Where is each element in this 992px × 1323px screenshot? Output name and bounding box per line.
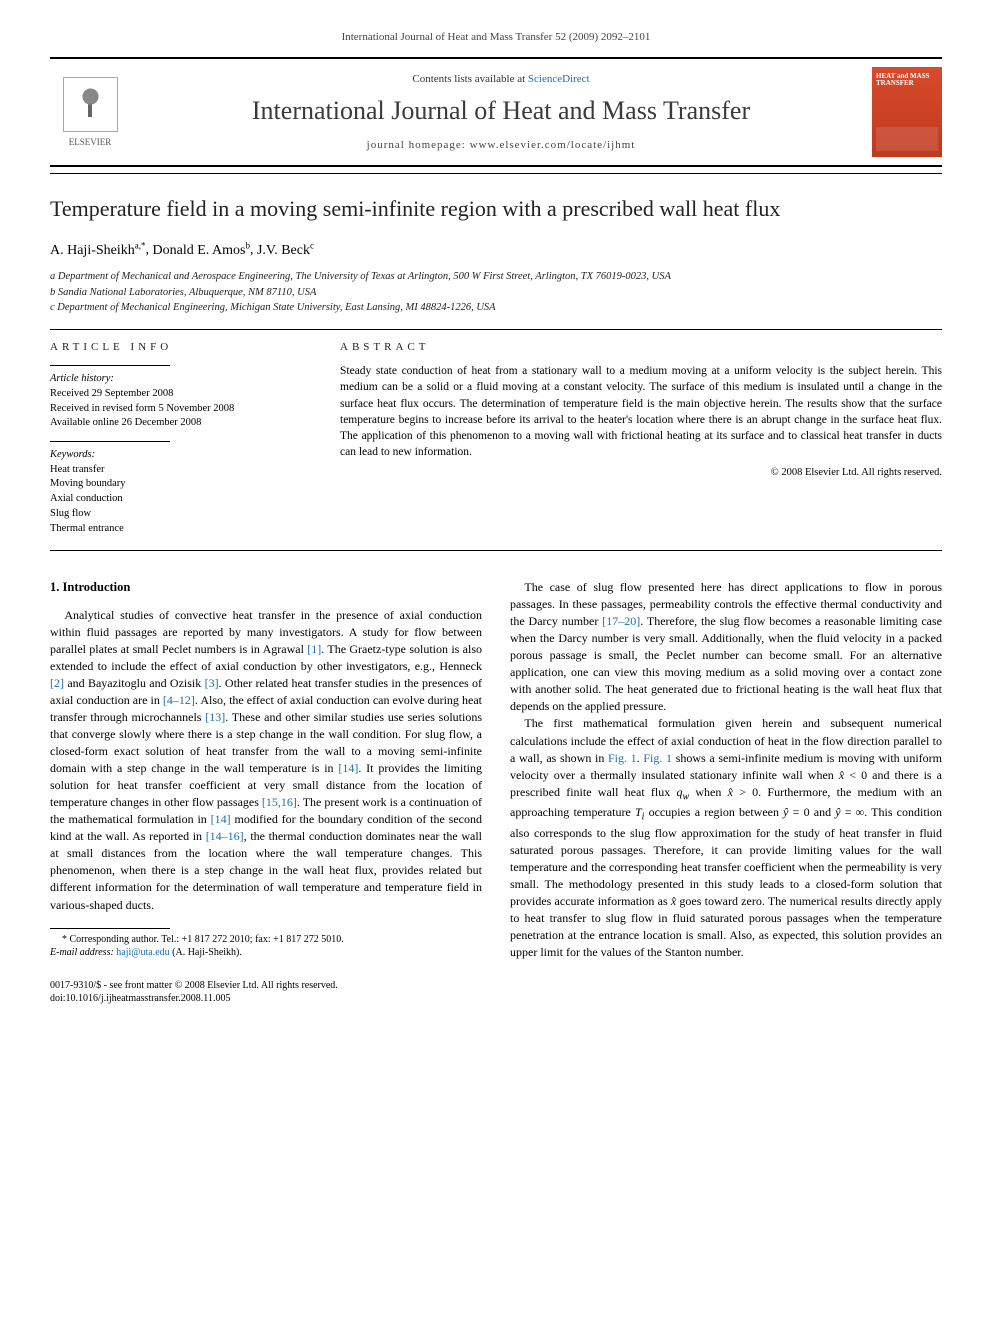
abstract-heading: ABSTRACT <box>340 340 942 355</box>
author-list: A. Haji-Sheikha,*, Donald E. Amosb, J.V.… <box>50 239 942 260</box>
author-sup: a,* <box>135 240 146 250</box>
cover-text: HEAT and MASS TRANSFER <box>876 73 938 87</box>
homepage-url[interactable]: www.elsevier.com/locate/ijhmt <box>470 139 636 151</box>
affiliation: b Sandia National Laboratories, Albuquer… <box>50 286 942 300</box>
author-email-link[interactable]: haji@uta.edu <box>116 947 169 958</box>
history-line: Received 29 September 2008 <box>50 387 310 402</box>
citation-link[interactable]: [4–12] <box>163 693 195 707</box>
citation-link[interactable]: [15,16] <box>262 795 297 809</box>
keyword: Moving boundary <box>50 477 310 492</box>
author-name: A. Haji-Sheikh <box>50 243 135 258</box>
keyword: Axial conduction <box>50 492 310 507</box>
email-suffix: (A. Haji-Sheikh). <box>170 947 242 958</box>
author-name: Donald E. Amos <box>153 243 246 258</box>
paragraph: Analytical studies of convective heat tr… <box>50 607 482 914</box>
citation-link[interactable]: [2] <box>50 676 64 690</box>
figure-link[interactable]: Fig. 1 <box>643 751 672 765</box>
cover-graphic <box>876 127 938 151</box>
running-header: International Journal of Heat and Mass T… <box>50 30 942 45</box>
keyword: Slug flow <box>50 507 310 522</box>
page-footer: 0017-9310/$ - see front matter © 2008 El… <box>50 979 942 1005</box>
keyword: Thermal entrance <box>50 522 310 537</box>
history-line: Received in revised form 5 November 2008 <box>50 402 310 417</box>
keyword: Heat transfer <box>50 463 310 478</box>
paragraph: The case of slug flow presented here has… <box>510 579 942 715</box>
citation-link[interactable]: [13] <box>205 710 225 724</box>
author-sup: c <box>310 240 314 250</box>
contents-line: Contents lists available at ScienceDirec… <box>144 72 858 87</box>
author-name: J.V. Beck <box>257 243 310 258</box>
citation-link[interactable]: [14–16] <box>206 829 244 843</box>
paragraph: The first mathematical formulation given… <box>510 715 942 961</box>
abstract-block: ABSTRACT Steady state conduction of heat… <box>340 340 942 536</box>
affiliations: a Department of Mechanical and Aerospace… <box>50 270 942 315</box>
author: Donald E. Amosb <box>153 243 250 258</box>
footnote-rule <box>50 928 170 929</box>
author: A. Haji-Sheikha,* <box>50 243 146 258</box>
journal-homepage: journal homepage: www.elsevier.com/locat… <box>144 138 858 153</box>
publisher-logo-block: ELSEVIER <box>50 67 130 157</box>
abstract-copyright: © 2008 Elsevier Ltd. All rights reserved… <box>340 466 942 481</box>
front-matter-line: 0017-9310/$ - see front matter © 2008 El… <box>50 979 942 992</box>
footnote-text: * Corresponding author. Tel.: +1 817 272… <box>62 934 344 945</box>
banner-center: Contents lists available at ScienceDirec… <box>144 72 858 153</box>
figure-link[interactable]: Fig. 1 <box>608 751 637 765</box>
history-heading: Article history: <box>50 372 310 387</box>
affiliation: c Department of Mechanical Engineering, … <box>50 301 942 315</box>
body-columns: 1. Introduction Analytical studies of co… <box>50 579 942 961</box>
citation-link[interactable]: [1] <box>307 642 321 656</box>
affiliation: a Department of Mechanical and Aerospace… <box>50 270 942 284</box>
sciencedirect-link[interactable]: ScienceDirect <box>528 73 590 85</box>
contents-prefix: Contents lists available at <box>412 73 527 85</box>
corresponding-author-footnote: * Corresponding author. Tel.: +1 817 272… <box>50 933 482 959</box>
section-heading: 1. Introduction <box>50 579 482 597</box>
journal-name: International Journal of Heat and Mass T… <box>144 93 858 129</box>
citation-link[interactable]: [14] <box>338 761 358 775</box>
keywords-heading: Keywords: <box>50 448 310 463</box>
citation-link[interactable]: [17–20] <box>602 614 640 628</box>
author-sup: b <box>245 240 250 250</box>
doi-line: doi:10.1016/j.ijheatmasstransfer.2008.11… <box>50 992 942 1005</box>
email-label: E-mail address: <box>50 947 116 958</box>
journal-cover-thumb: HEAT and MASS TRANSFER <box>872 67 942 157</box>
article-info-heading: ARTICLE INFO <box>50 340 310 355</box>
article-title: Temperature field in a moving semi-infin… <box>50 194 942 225</box>
article-info-block: ARTICLE INFO Article history: Received 2… <box>50 340 310 536</box>
article-meta-row: ARTICLE INFO Article history: Received 2… <box>50 329 942 551</box>
banner-rule <box>50 173 942 174</box>
citation-link[interactable]: [14] <box>211 812 231 826</box>
author: J.V. Beckc <box>257 243 314 258</box>
citation-link[interactable]: [3] <box>205 676 219 690</box>
elsevier-tree-icon <box>63 77 118 132</box>
journal-banner: ELSEVIER Contents lists available at Sci… <box>50 57 942 167</box>
homepage-label: journal homepage: <box>367 139 470 151</box>
publisher-name: ELSEVIER <box>69 136 112 149</box>
abstract-text: Steady state conduction of heat from a s… <box>340 363 942 460</box>
history-line: Available online 26 December 2008 <box>50 416 310 431</box>
